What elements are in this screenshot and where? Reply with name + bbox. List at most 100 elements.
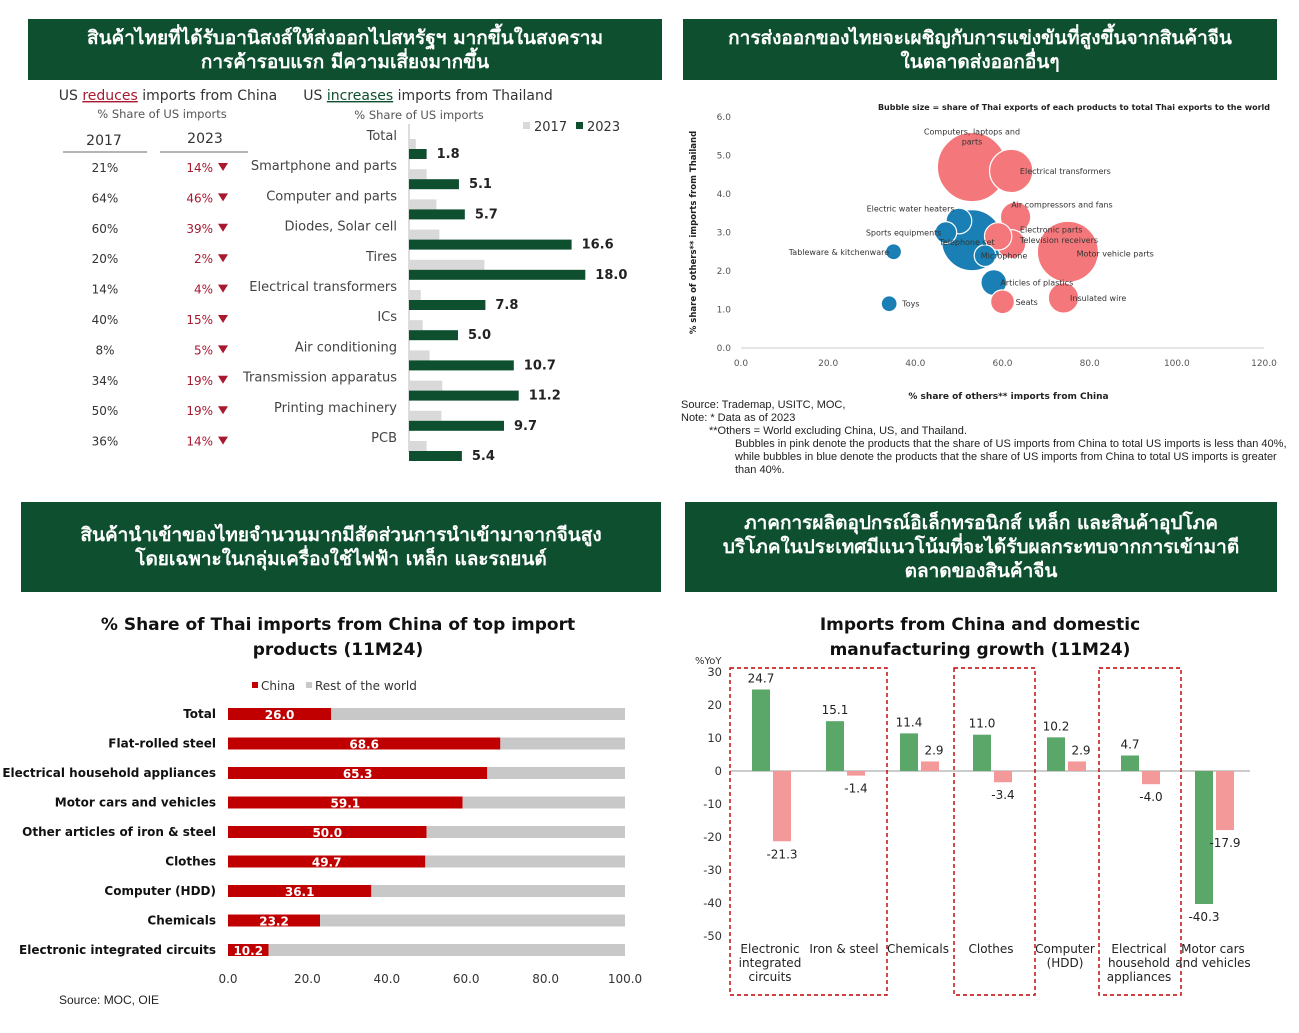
data-label: 11.0 bbox=[969, 717, 996, 731]
bar-imports-from-china bbox=[900, 733, 918, 771]
bubble-label-line: parts bbox=[962, 137, 983, 146]
note-line: **Others = World excluding China, US, an… bbox=[709, 425, 967, 437]
bar-2023 bbox=[409, 209, 465, 220]
highlight-box bbox=[729, 667, 888, 996]
bar-imports-from-china bbox=[752, 689, 770, 771]
title-link: reduces bbox=[82, 88, 137, 104]
bubble bbox=[934, 221, 958, 244]
bubble-label: Motor vehicle parts bbox=[1077, 250, 1154, 259]
chart-title: Imports from China and domestic manufact… bbox=[819, 615, 1141, 660]
bar-2017 bbox=[409, 169, 427, 180]
bar-2023 bbox=[409, 420, 505, 431]
cell-2023: 4% bbox=[194, 283, 213, 297]
data-label: 26.0 bbox=[265, 708, 295, 722]
cell-2017: 50% bbox=[92, 404, 119, 418]
bar-2017 bbox=[409, 290, 421, 300]
category-label: Diodes, Solar cell bbox=[285, 220, 398, 235]
category-label: Clothes bbox=[969, 942, 1014, 956]
data-label: 50.0 bbox=[312, 826, 342, 840]
bar-domestic-manufacturing bbox=[847, 771, 865, 776]
note-line: Bubbles in pink denote the products that… bbox=[735, 438, 1287, 450]
x-tick-label: 100.0 bbox=[608, 972, 642, 986]
x-tick-label: 120.0 bbox=[1251, 359, 1277, 369]
bar-rest-of-world bbox=[268, 944, 625, 956]
bar-2023 bbox=[409, 239, 572, 250]
y-tick-label: -10 bbox=[703, 797, 722, 811]
bubble-label: Telephone set bbox=[938, 238, 994, 247]
category-label: Total bbox=[183, 707, 216, 721]
cell-2023: 2% bbox=[194, 252, 213, 266]
title-part: US bbox=[59, 88, 83, 104]
category-label: ICs bbox=[377, 310, 397, 325]
data-label: -1.4 bbox=[844, 782, 867, 796]
data-label: 5.7 bbox=[475, 207, 498, 222]
x-tick-label: 60.0 bbox=[992, 359, 1012, 369]
title-link: increases bbox=[327, 88, 393, 104]
category-label: Computer (HDD) bbox=[104, 884, 216, 898]
category-label: Motor cars bbox=[1181, 942, 1245, 956]
banner-line: การค้ารอบแรก มีความเสี่ยงมากขึ้น bbox=[200, 50, 490, 73]
banner-line: โดยเฉพาะในกลุ่มเครื่องใช้ไฟฟ้า เหล็ก และ… bbox=[135, 548, 547, 570]
bar-2023 bbox=[409, 390, 519, 401]
note-line: while bubbles in blue denote the product… bbox=[735, 451, 1277, 463]
bar-2023 bbox=[409, 300, 486, 310]
bar-rest-of-world bbox=[487, 767, 625, 779]
data-label: 5.4 bbox=[472, 449, 495, 464]
data-label: 10.2 bbox=[1043, 719, 1070, 733]
legend-label-2023: 2023 bbox=[587, 120, 620, 135]
cell-2017: 60% bbox=[92, 222, 119, 236]
cell-2017: 36% bbox=[92, 435, 119, 449]
bubble-label: Microphone bbox=[981, 252, 1028, 261]
x-tick-label: 100.0 bbox=[1164, 359, 1190, 369]
category-label: Smartphone and parts bbox=[251, 159, 397, 174]
down-triangle-icon bbox=[218, 375, 228, 384]
legend-label-rest: Rest of the world bbox=[315, 679, 417, 693]
down-triangle-icon bbox=[218, 345, 228, 354]
category-label: Other articles of iron & steel bbox=[22, 825, 216, 839]
bar-domestic-manufacturing bbox=[773, 771, 791, 842]
bar-china bbox=[228, 885, 372, 897]
data-label: 49.7 bbox=[312, 856, 342, 870]
banner-top-left: สินค้าไทยที่ได้รับอานิสงส์ให้ส่งออกไปสหร… bbox=[28, 19, 662, 80]
banner-top-right: การส่งออกของไทยจะเผชิญกับการแข่งขันที่สู… bbox=[683, 19, 1277, 80]
bar-chart-subtitle: % Share of US imports bbox=[354, 108, 484, 122]
bar-2017 bbox=[409, 410, 442, 421]
cell-2023: 14% bbox=[186, 435, 213, 449]
category-label: Clothes bbox=[165, 855, 216, 869]
bar-china bbox=[228, 796, 463, 809]
banner-line: ภาคการผลิตอุปกรณ์อิเล็กทรอนิกส์ เหล็ก แล… bbox=[744, 512, 1218, 534]
data-label: -4.0 bbox=[1139, 790, 1162, 804]
category-label: Computer and parts bbox=[266, 189, 397, 204]
category-label: integrated bbox=[739, 956, 802, 970]
data-label: 15.1 bbox=[822, 703, 849, 717]
data-label: 36.1 bbox=[285, 885, 315, 899]
category-label: Electrical household appliances bbox=[2, 766, 216, 780]
data-label: -40.3 bbox=[1188, 910, 1219, 924]
legend-swatch-2023 bbox=[576, 122, 583, 129]
bubble-label-line: Computers, laptops and bbox=[924, 127, 1020, 136]
data-label: 68.6 bbox=[349, 738, 379, 752]
bar-rest-of-world bbox=[426, 826, 625, 838]
bubble bbox=[989, 289, 1016, 315]
stacked-bar-chart: China Rest of the world Total 26.0 Flat-roll… bbox=[2, 679, 642, 986]
down-triangle-icon bbox=[218, 315, 228, 323]
data-label: 23.2 bbox=[259, 915, 289, 929]
y-tick-label: -20 bbox=[703, 830, 722, 844]
bar-rest-of-world bbox=[371, 885, 625, 897]
bubble-notes: Source: Trademap, USITC, MOC, Note: * Da… bbox=[681, 399, 1287, 477]
cell-2023: 15% bbox=[186, 313, 213, 327]
bar-china bbox=[228, 708, 332, 720]
legend-swatch-china bbox=[252, 682, 258, 688]
highlight-box bbox=[953, 667, 1036, 996]
bar-2023 bbox=[409, 330, 458, 341]
y-axis-label: %YoY bbox=[695, 656, 722, 667]
source-note: Source: MOC, OIE bbox=[59, 993, 160, 1007]
down-triangle-icon bbox=[218, 254, 228, 263]
banner-line: ในตลาดส่งออกอื่นๆ bbox=[900, 50, 1060, 73]
bar-2023 bbox=[409, 451, 462, 461]
bar-domestic-manufacturing bbox=[1068, 761, 1086, 771]
bar-rest-of-world bbox=[331, 708, 625, 720]
bar-2017 bbox=[409, 350, 430, 361]
x-tick-label: 0.0 bbox=[734, 359, 749, 369]
